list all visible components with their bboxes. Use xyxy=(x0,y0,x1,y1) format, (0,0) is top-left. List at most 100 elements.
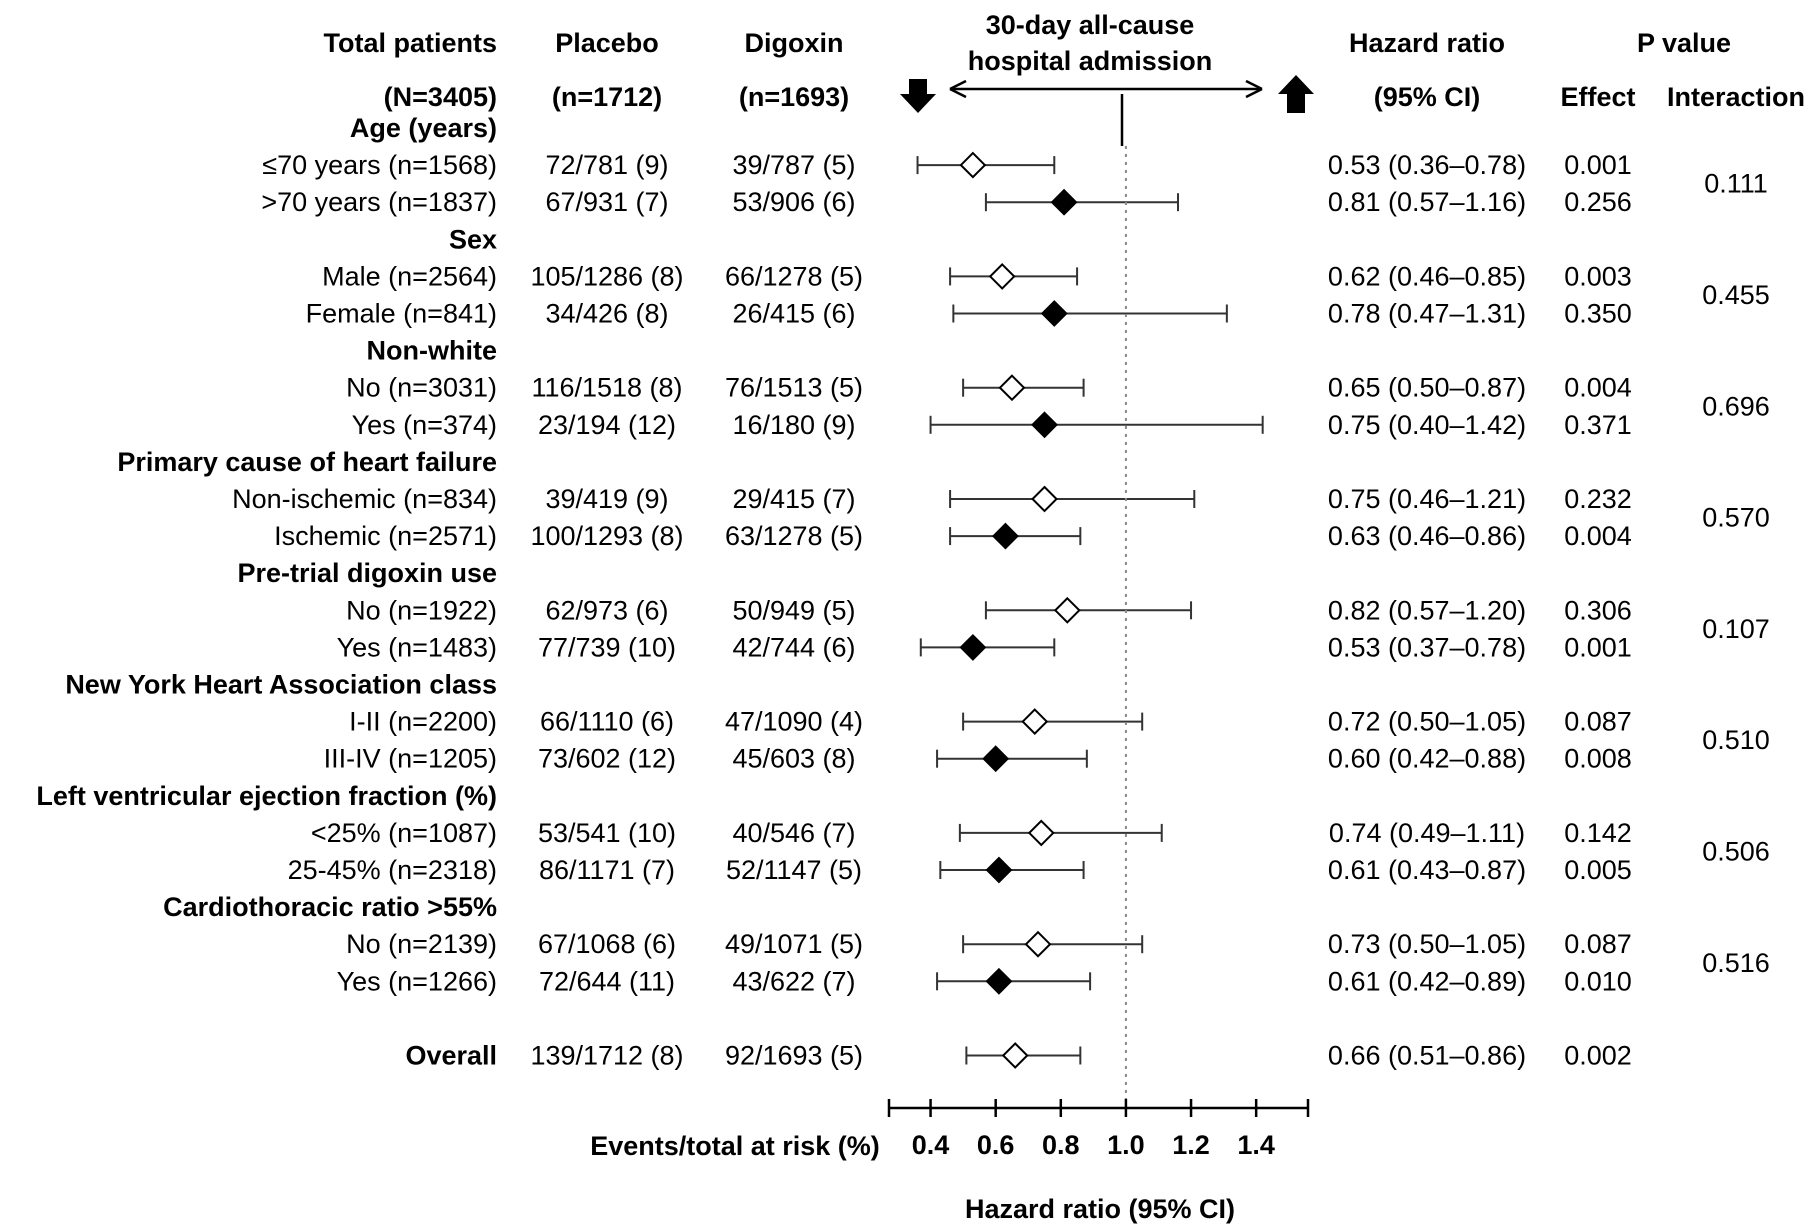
group-0-heading: Age (years) xyxy=(350,113,497,143)
table-rows: Age (years) ≤70 years (n=1568) 72/781 (9) 3… xyxy=(36,113,1769,1071)
group-6-row-0-label: <25% (n=1087) xyxy=(311,818,497,848)
group-6-row-1-placebo: 86/1171 (7) xyxy=(539,855,675,885)
group-3-p-interaction: 0.570 xyxy=(1702,503,1770,533)
group-3-row-1-hazard-ratio: 0.63 (0.46–0.86) xyxy=(1328,521,1526,551)
overall-row-placebo: 139/1712 (8) xyxy=(530,1041,683,1071)
group-5-row-0-hazard-ratio: 0.72 (0.50–1.05) xyxy=(1328,707,1526,737)
header-hazard-ratio-ci: (95% CI) xyxy=(1374,82,1481,112)
group-1-row-0-hazard-ratio: 0.62 (0.46–0.85) xyxy=(1328,261,1526,291)
group-3-row-0-hr-diamond xyxy=(1031,485,1058,513)
group-0-row-1-hazard-ratio: 0.81 (0.57–1.16) xyxy=(1328,187,1526,217)
group-7-row-1-p-effect: 0.010 xyxy=(1564,966,1632,996)
group-1-row-1-hazard-ratio: 0.78 (0.47–1.31) xyxy=(1328,299,1526,329)
plot-area: 0.4 0.6 0.8 1.0 1.2 1.4 xyxy=(887,146,1310,1160)
overall-row-hazard-ratio: 0.66 (0.51–0.86) xyxy=(1328,1041,1526,1071)
group-2-row-1-hr-diamond xyxy=(1031,411,1058,439)
header-outcome-line1: 30-day all-cause xyxy=(986,10,1195,40)
group-2-row-0-label: No (n=3031) xyxy=(346,373,497,403)
group-0-row-1-hr-diamond xyxy=(1050,188,1078,216)
group-2-row-1-digoxin: 16/180 (9) xyxy=(732,410,855,440)
group-2-row-0-digoxin: 76/1513 (5) xyxy=(725,373,863,403)
group-1-row-0-label: Male (n=2564) xyxy=(322,261,497,291)
arrow-left-head-icon xyxy=(949,79,967,99)
header-total-n: (N=3405) xyxy=(384,82,497,112)
group-3-row-0-label: Non-ischemic (n=834) xyxy=(232,484,497,514)
x-tick-label-4: 1.2 xyxy=(1172,1130,1210,1160)
group-6-row-0-digoxin: 40/546 (7) xyxy=(732,818,855,848)
group-2-row-1-p-effect: 0.371 xyxy=(1564,410,1632,440)
group-5-row-0-placebo: 66/1110 (6) xyxy=(540,707,674,737)
group-5-heading: New York Heart Association class xyxy=(65,670,497,700)
group-0-row-0-hazard-ratio: 0.53 (0.36–0.78) xyxy=(1328,150,1526,180)
group-4-p-interaction: 0.107 xyxy=(1702,614,1770,644)
group-0-row-1-placebo: 67/931 (7) xyxy=(545,187,668,217)
group-2-row-0-placebo: 116/1518 (8) xyxy=(531,373,682,403)
group-3-heading: Primary cause of heart failure xyxy=(117,447,497,477)
group-5-p-interaction: 0.510 xyxy=(1702,725,1770,755)
x-axis-title: Hazard ratio (95% CI) xyxy=(965,1194,1235,1224)
overall-row-p-effect: 0.002 xyxy=(1564,1041,1632,1071)
group-1-row-0-digoxin: 66/1278 (5) xyxy=(725,261,863,291)
header-p-value: P value xyxy=(1637,28,1731,58)
group-1-heading: Sex xyxy=(449,224,497,254)
group-2-row-0-hr-diamond xyxy=(998,374,1026,402)
group-5-row-1-digoxin: 45/603 (8) xyxy=(732,744,855,774)
group-2-row-1-placebo: 23/194 (12) xyxy=(538,410,676,440)
arrow-down-icon xyxy=(900,79,936,113)
group-4-row-1-placebo: 77/739 (10) xyxy=(538,632,676,662)
group-4-row-0-placebo: 62/973 (6) xyxy=(545,595,668,625)
group-7-row-1-hazard-ratio: 0.61 (0.42–0.89) xyxy=(1328,966,1526,996)
group-7-heading: Cardiothoracic ratio >55% xyxy=(163,892,497,922)
group-5-row-0-hr-diamond xyxy=(1021,708,1049,736)
group-7-row-0-hazard-ratio: 0.73 (0.50–1.05) xyxy=(1328,929,1526,959)
x-tick-label-2: 0.8 xyxy=(1042,1130,1080,1160)
header-placebo: Placebo xyxy=(555,28,659,58)
group-4-row-0-p-effect: 0.306 xyxy=(1564,595,1632,625)
group-7-row-0-hr-diamond xyxy=(1024,930,1052,958)
group-5-row-1-label: III-IV (n=1205) xyxy=(324,744,497,774)
group-7-row-0-p-effect: 0.087 xyxy=(1564,929,1632,959)
overall-row-hr-diamond xyxy=(1001,1042,1029,1069)
group-5-row-1-hazard-ratio: 0.60 (0.42–0.88) xyxy=(1328,744,1526,774)
group-7-p-interaction: 0.516 xyxy=(1702,948,1770,978)
group-6-row-1-hr-diamond xyxy=(985,856,1013,884)
group-0-row-1-label: >70 years (n=1837) xyxy=(261,187,497,217)
group-0-row-0-hr-diamond xyxy=(959,151,987,179)
group-6-heading: Left ventricular ejection fraction (%) xyxy=(36,781,497,811)
group-4-row-1-hr-diamond xyxy=(959,633,987,661)
arrow-up-icon xyxy=(1278,75,1314,113)
group-2-row-1-hazard-ratio: 0.75 (0.40–1.42) xyxy=(1328,410,1526,440)
header-hazard-ratio: Hazard ratio xyxy=(1349,28,1505,58)
group-4-row-0-hr-diamond xyxy=(1053,596,1081,624)
group-6-row-0-placebo: 53/541 (10) xyxy=(538,818,676,848)
group-4-heading: Pre-trial digoxin use xyxy=(237,558,497,588)
group-5-row-1-p-effect: 0.008 xyxy=(1564,744,1632,774)
group-4-row-1-hazard-ratio: 0.53 (0.37–0.78) xyxy=(1328,632,1526,662)
group-7-row-1-hr-diamond xyxy=(985,967,1013,995)
group-7-row-1-placebo: 72/644 (11) xyxy=(539,966,675,996)
header-total-patients: Total patients xyxy=(323,28,497,58)
header-effect: Effect xyxy=(1560,82,1635,112)
group-1-row-0-p-effect: 0.003 xyxy=(1564,261,1632,291)
group-3-row-0-placebo: 39/419 (9) xyxy=(545,484,668,514)
group-4-row-1-label: Yes (n=1483) xyxy=(337,632,497,662)
header-placebo-n: (n=1712) xyxy=(552,82,662,112)
group-4-row-0-label: No (n=1922) xyxy=(346,595,497,625)
group-7-row-1-digoxin: 43/622 (7) xyxy=(732,966,855,996)
group-2-row-0-hazard-ratio: 0.65 (0.50–0.87) xyxy=(1328,373,1526,403)
group-7-row-1-label: Yes (n=1266) xyxy=(337,966,497,996)
group-3-row-0-p-effect: 0.232 xyxy=(1564,484,1632,514)
group-3-row-0-hazard-ratio: 0.75 (0.46–1.21) xyxy=(1328,484,1526,514)
overall-row-digoxin: 92/1693 (5) xyxy=(725,1041,863,1071)
group-0-row-0-digoxin: 39/787 (5) xyxy=(732,150,855,180)
header-digoxin: Digoxin xyxy=(745,28,844,58)
group-5-row-1-placebo: 73/602 (12) xyxy=(538,744,676,774)
group-6-row-1-hazard-ratio: 0.61 (0.43–0.87) xyxy=(1328,855,1526,885)
group-5-row-1-hr-diamond xyxy=(982,745,1010,773)
group-5-row-0-p-effect: 0.087 xyxy=(1564,707,1632,737)
group-0-row-1-p-effect: 0.256 xyxy=(1564,187,1632,217)
group-5-row-0-digoxin: 47/1090 (4) xyxy=(725,707,863,737)
group-0-p-interaction: 0.111 xyxy=(1704,169,1768,199)
group-0-row-1-digoxin: 53/906 (6) xyxy=(732,187,855,217)
x-tick-label-5: 1.4 xyxy=(1237,1130,1275,1160)
